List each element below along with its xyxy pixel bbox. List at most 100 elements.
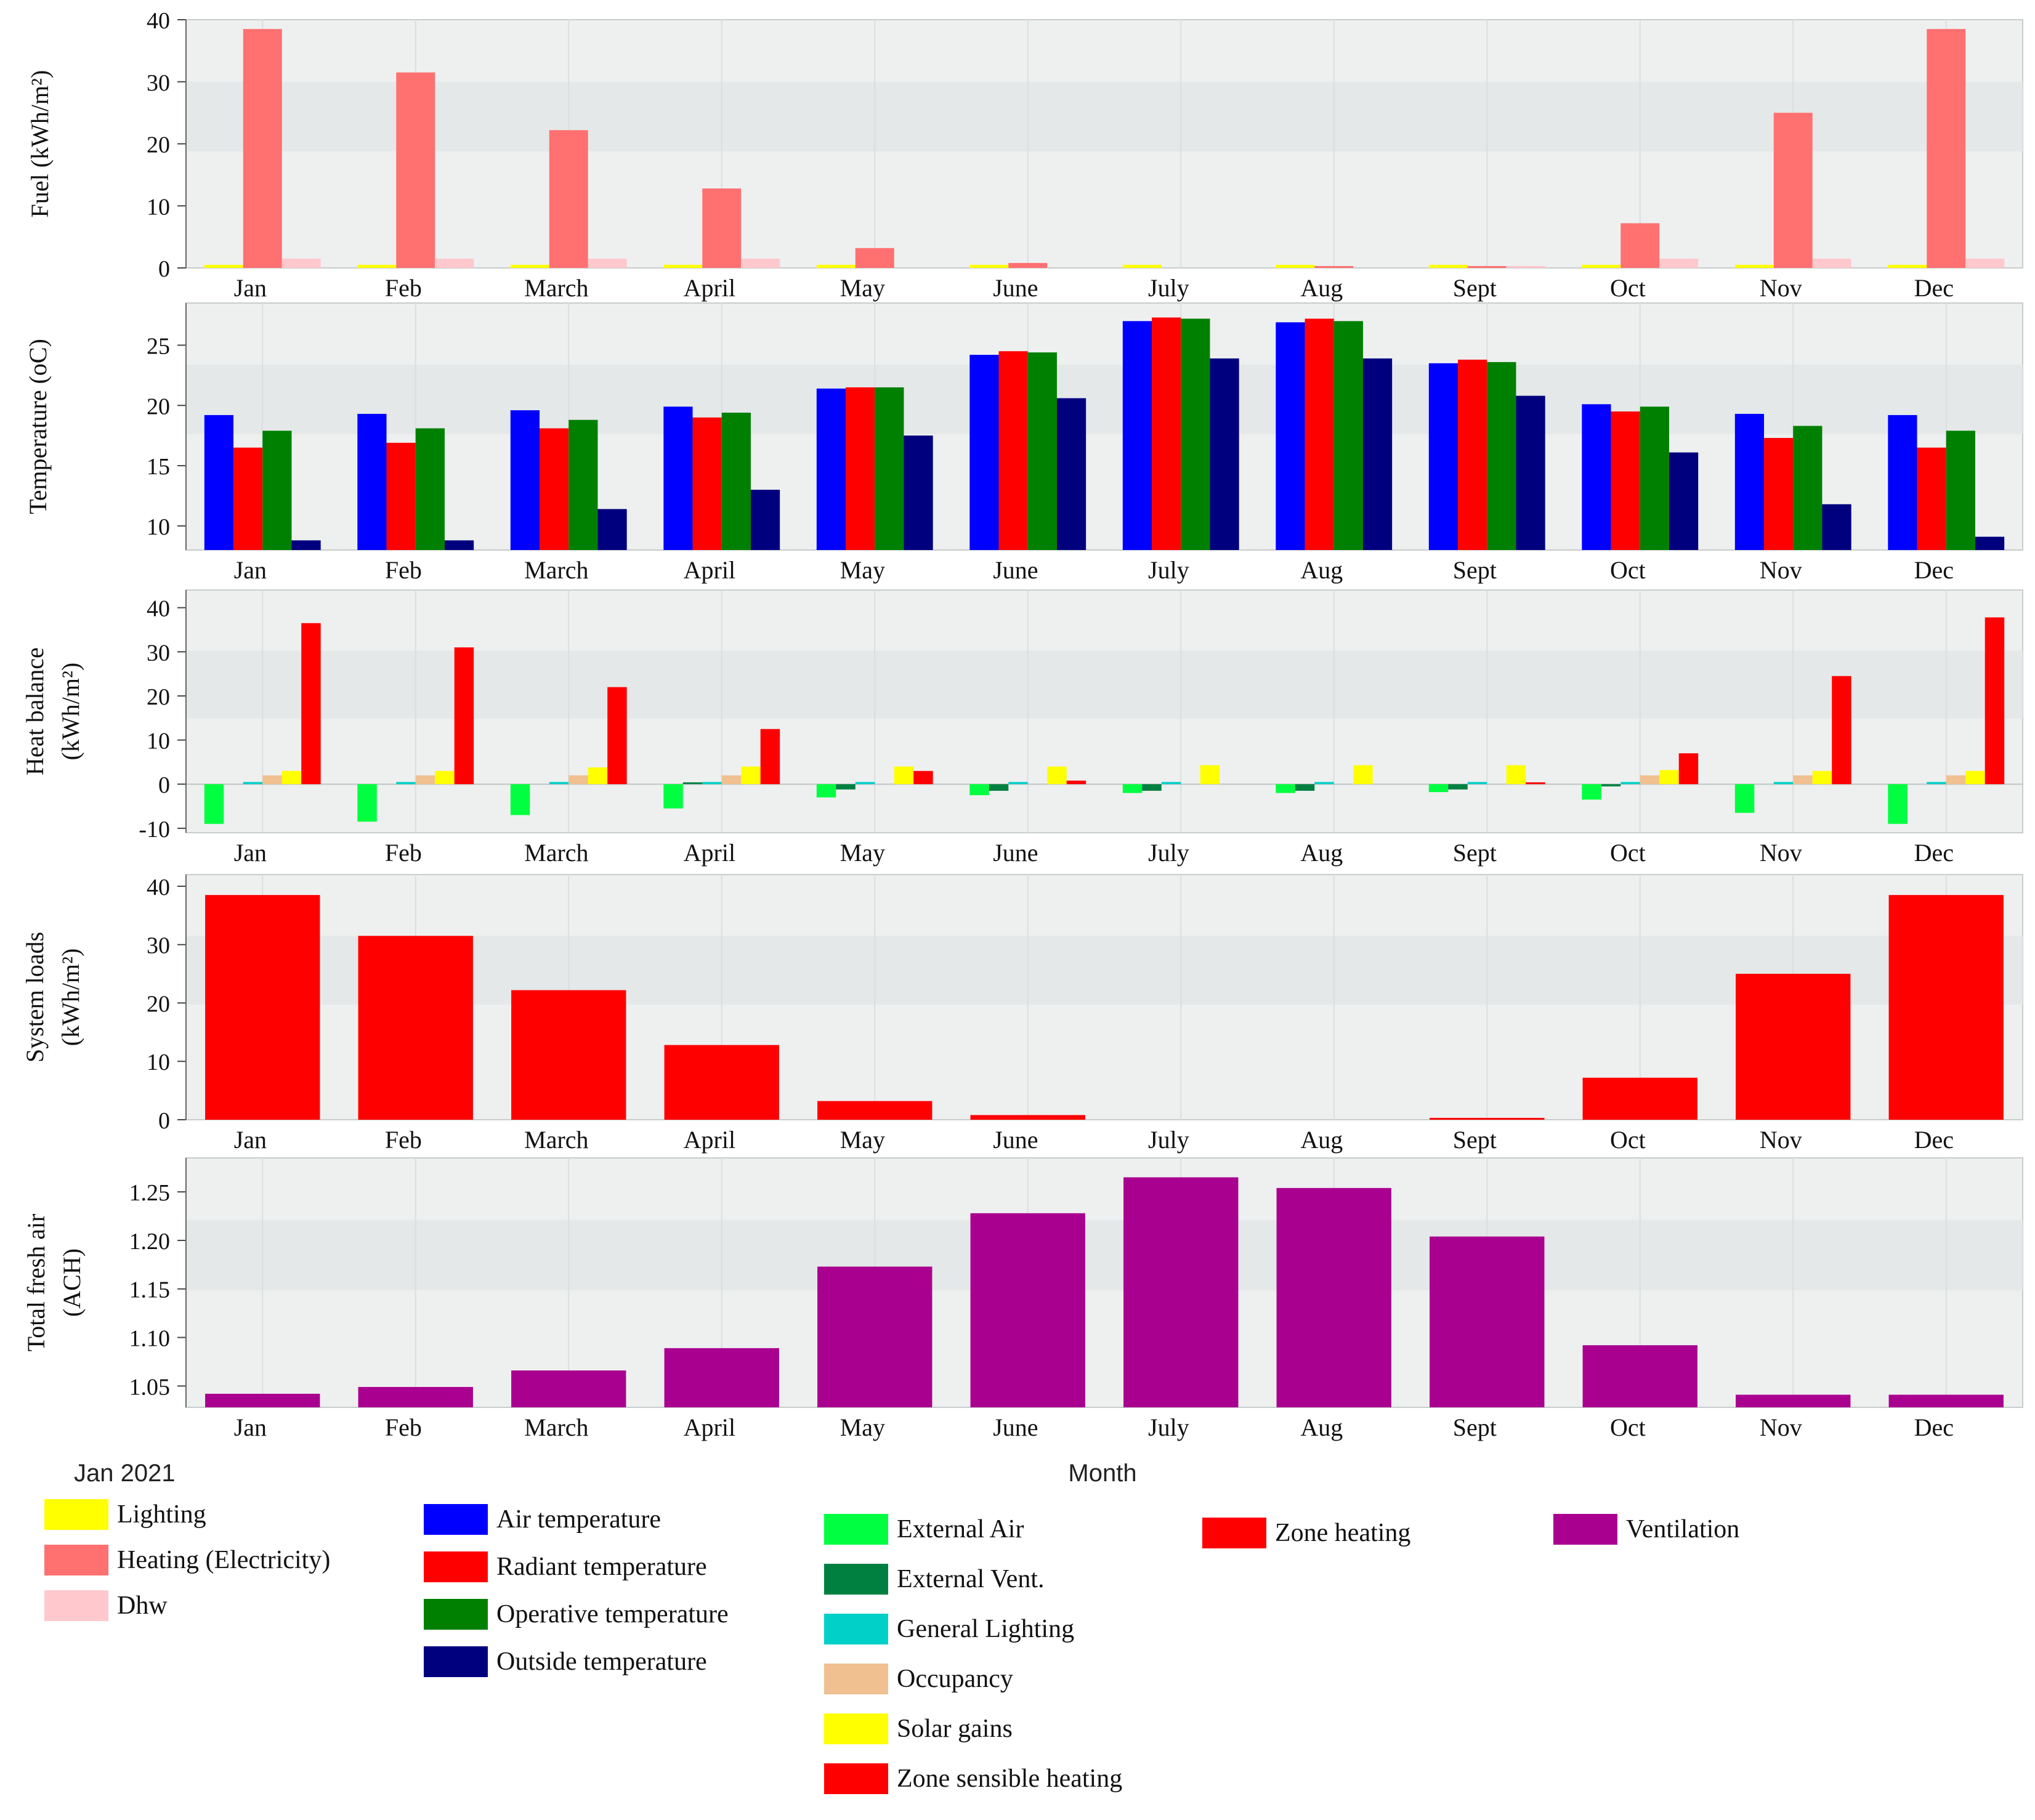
bar-external-vent-sept xyxy=(1448,784,1468,790)
legend-swatch xyxy=(1202,1518,1266,1548)
bar-heating-electricity-oct xyxy=(1620,223,1660,268)
bar-occupancy-jan xyxy=(262,775,282,785)
bar-ventilation-nov xyxy=(1736,1394,1851,1407)
legend-label: General Lighting xyxy=(897,1615,1074,1643)
bar-lighting-march xyxy=(510,264,549,268)
x-tick-label: July xyxy=(1148,1414,1189,1441)
bar-general-lighting-dec xyxy=(1927,782,1946,785)
chart-footer: Jan 2021 Month xyxy=(74,1460,1137,1487)
chart-legend: Lighting Heating (Electricity) Dhw Air temp… xyxy=(44,1499,1739,1794)
x-tick-label: Sept xyxy=(1453,1126,1497,1154)
bar-external-air-april xyxy=(663,784,683,809)
plot-band xyxy=(186,365,2023,434)
legend-column: External Air External Vent. General Lighti… xyxy=(824,1514,1122,1794)
x-tick-label: March xyxy=(524,274,588,302)
legend-item-occupancy: Occupancy xyxy=(824,1664,1013,1694)
bar-ventilation-july xyxy=(1123,1177,1239,1407)
x-tick-label: Nov xyxy=(1760,274,1802,302)
legend-swatch xyxy=(1553,1514,1617,1545)
legend-swatch xyxy=(824,1614,888,1644)
y-tick-label: 20 xyxy=(147,684,170,710)
x-tick-label: Sept xyxy=(1453,556,1497,584)
bar-zone-heating-dec xyxy=(1888,895,2004,1120)
x-tick-label: Oct xyxy=(1610,1126,1646,1154)
series-external-air xyxy=(204,784,1908,824)
series-zone-sensible-heating xyxy=(301,617,2005,785)
x-tick-label: Dec xyxy=(1914,839,1954,867)
bar-dhw-dec xyxy=(1965,258,2005,268)
chart-panels: 0 10 20 30 40 Jan Feb March April May June July Aug S… xyxy=(21,8,2023,1441)
x-tick-label: March xyxy=(524,1126,588,1154)
legend-swatch xyxy=(824,1514,888,1545)
bar-zone-heating-jan xyxy=(205,895,320,1120)
plot-band xyxy=(186,650,2023,719)
y-tick-label: 10 xyxy=(147,514,170,540)
bar-air-temperature-nov xyxy=(1734,413,1765,550)
y-tick-label: 10 xyxy=(147,1050,170,1075)
bar-lighting-may xyxy=(816,264,856,268)
x-tick-label: Feb xyxy=(385,839,422,867)
bar-external-vent-april xyxy=(682,782,703,785)
bar-zone-sensible-heating-april xyxy=(760,729,780,785)
legend-label: Air temperature xyxy=(496,1505,661,1534)
bar-external-air-march xyxy=(510,784,530,815)
bar-outside-temperature-feb xyxy=(444,540,474,550)
bar-ventilation-june xyxy=(970,1213,1085,1407)
bar-external-vent-july xyxy=(1142,784,1162,791)
legend-label: Solar gains xyxy=(897,1715,1013,1743)
bar-external-air-jan xyxy=(204,784,224,824)
bar-general-lighting-feb xyxy=(396,782,416,785)
legend-swatch xyxy=(824,1763,888,1794)
y-axis-title-units: (ACH) xyxy=(58,1248,86,1317)
bar-heating-electricity-nov xyxy=(1773,113,1813,268)
bar-outside-temperature-dec xyxy=(1975,536,2005,550)
legend-item-external-vent: External Vent. xyxy=(824,1564,1045,1595)
x-tick-label: Feb xyxy=(385,274,422,302)
legend-item-external-air: External Air xyxy=(824,1514,1024,1545)
x-tick-label: March xyxy=(524,1414,588,1441)
legend-item-heating-electricity: Heating (Electricity) xyxy=(44,1545,330,1575)
bar-radiant-temperature-oct xyxy=(1611,411,1640,550)
legend-column: Air temperature Radiant temperature Operat… xyxy=(424,1504,729,1677)
legend-label: Dhw xyxy=(117,1591,168,1620)
legend-label: Ventilation xyxy=(1626,1515,1739,1543)
bar-air-temperature-july xyxy=(1122,321,1152,550)
bar-operative-temperature-may xyxy=(875,387,904,550)
bar-air-temperature-march xyxy=(510,410,540,550)
bar-zone-heating-sept xyxy=(1430,1118,1545,1120)
bar-heating-electricity-march xyxy=(549,130,588,268)
legend-label: Zone heating xyxy=(1275,1519,1410,1547)
x-tick-label: Dec xyxy=(1914,274,1954,302)
bar-radiant-temperature-march xyxy=(540,428,569,550)
legend-label: Lighting xyxy=(117,1500,206,1529)
bar-radiant-temperature-july xyxy=(1152,317,1181,550)
y-tick-label: 40 xyxy=(147,875,170,900)
y-tick-label: 10 xyxy=(147,729,170,754)
bar-solar-gains-dec xyxy=(1965,770,1985,785)
x-axis-label: Month xyxy=(1068,1460,1136,1487)
bar-solar-gains-june xyxy=(1047,766,1067,785)
y-tick-label: 20 xyxy=(147,991,170,1017)
series-occupancy xyxy=(262,775,1966,785)
x-tick-label: July xyxy=(1148,274,1189,302)
series-air-temperature xyxy=(204,321,1917,550)
legend-item-ventilation: Ventilation xyxy=(1553,1514,1739,1545)
y-tick-label: 0 xyxy=(158,1108,170,1134)
bar-operative-temperature-oct xyxy=(1640,406,1669,550)
series-external-vent xyxy=(682,782,1621,791)
bar-air-temperature-sept xyxy=(1428,363,1458,550)
bar-occupancy-dec xyxy=(1946,775,1966,785)
bar-occupancy-feb xyxy=(415,775,435,785)
x-tick-label: Jan xyxy=(234,1414,267,1441)
bar-zone-sensible-heating-jan xyxy=(301,623,321,785)
bar-outside-temperature-july xyxy=(1210,358,1239,550)
bar-outside-temperature-jan xyxy=(291,540,321,550)
x-tick-label: April xyxy=(684,556,735,584)
bar-air-temperature-oct xyxy=(1582,404,1611,550)
legend-item-air-temperature: Air temperature xyxy=(424,1504,661,1535)
bar-zone-heating-feb xyxy=(358,936,473,1120)
x-tick-label: July xyxy=(1148,839,1189,867)
x-tick-label: Aug xyxy=(1300,1414,1343,1441)
bar-external-vent-aug xyxy=(1295,784,1315,791)
legend-swatch xyxy=(824,1564,888,1595)
